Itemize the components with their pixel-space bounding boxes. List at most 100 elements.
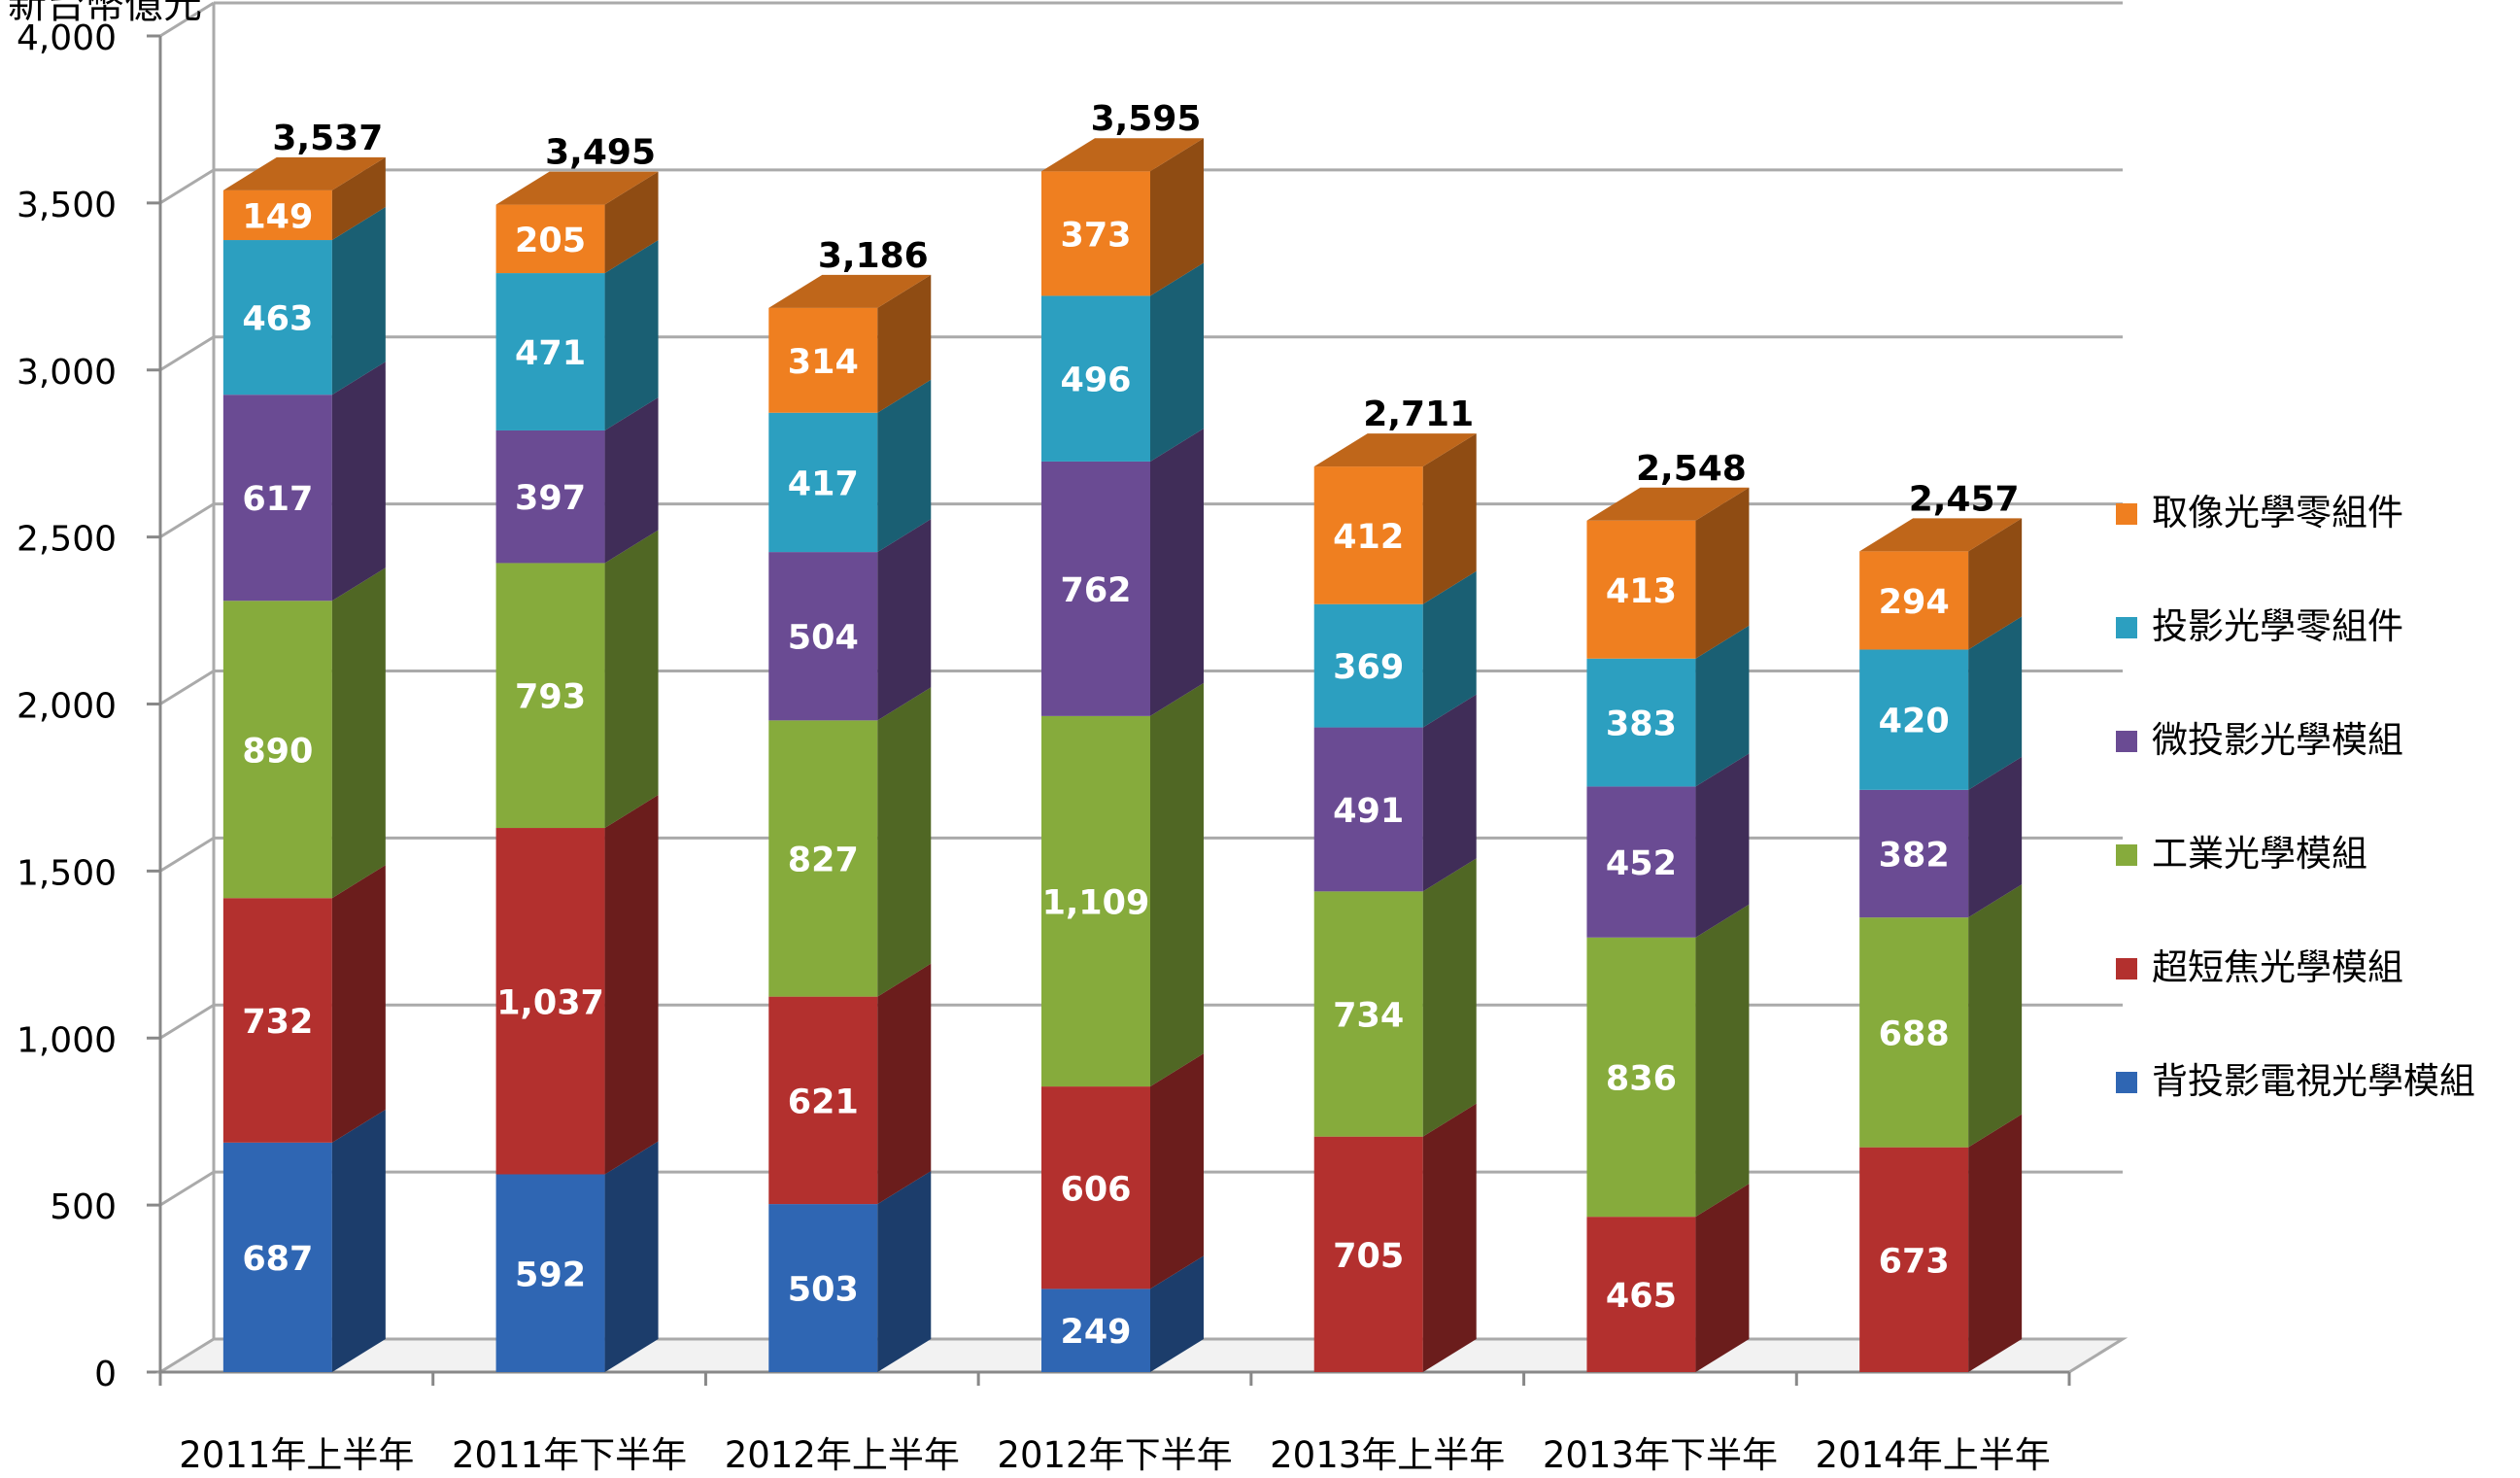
bar-segment-side [1695, 487, 1750, 659]
bar-segment-side [331, 865, 386, 1143]
data-label: 836 [1606, 1059, 1677, 1098]
bar-segment-front [495, 204, 605, 274]
total-label: 3,537 [272, 119, 383, 158]
gridline-side [159, 837, 215, 873]
bar-segment-side [1422, 858, 1477, 1137]
bar-segment-front [1041, 171, 1150, 296]
bar-segment-front [495, 828, 605, 1175]
bar-segment-side [877, 519, 932, 721]
gridline-side [159, 502, 215, 538]
x-tick-label: 2013年上半年 [1270, 1434, 1505, 1474]
data-label: 687 [242, 1240, 313, 1279]
bar-segment-front [1313, 727, 1423, 892]
x-tick-label: 2011年下半年 [452, 1434, 687, 1474]
data-label: 413 [1606, 572, 1677, 611]
bar-segment-side [1695, 904, 1750, 1218]
legend-swatch [2116, 617, 2137, 638]
bar-segment-side [1422, 433, 1477, 604]
bar-segment-front [1313, 466, 1423, 604]
bar-segment-front [1859, 649, 1969, 790]
bar-segment-side [1150, 138, 1204, 296]
bar-segment-front [768, 412, 878, 553]
total-label: 2,457 [1909, 479, 2020, 519]
data-label: 463 [242, 300, 313, 339]
bar-segment-top [1859, 518, 2023, 552]
bar-segment-side [1422, 570, 1477, 728]
bar-segment-side [604, 240, 659, 430]
y-tick-label: 1,500 [17, 853, 117, 893]
bar-segment-top [1586, 487, 1750, 521]
bar-segment-side [331, 361, 386, 602]
bar-segment-side [1695, 753, 1750, 938]
data-label: 1,109 [1042, 883, 1150, 922]
y-tick-label: 0 [94, 1355, 117, 1394]
y-tick-label: 500 [50, 1187, 117, 1227]
data-label: 491 [1333, 792, 1404, 831]
data-label: 294 [1879, 583, 1950, 622]
bar-segment-side [604, 1141, 659, 1372]
bar-segment-front [1041, 715, 1150, 1087]
data-label: 621 [788, 1083, 859, 1121]
bar-segment-front [1313, 603, 1423, 728]
bar-segment-front [495, 430, 605, 564]
data-label: 471 [515, 334, 586, 373]
bar-segment-front [222, 189, 332, 241]
bar-segment-front [1313, 891, 1423, 1137]
gridline-side [159, 1003, 215, 1040]
bar-segment-side [1150, 1053, 1204, 1289]
gridline-side [159, 1170, 215, 1207]
bar-segment-side [1968, 756, 2023, 918]
bar-segment-side [1968, 616, 2023, 790]
bar-segment-side [877, 687, 932, 997]
total-label: 3,595 [1091, 99, 1202, 139]
bar-segment-front [222, 1142, 332, 1372]
data-label: 412 [1333, 518, 1404, 557]
bar-segment-front [222, 240, 332, 395]
total-label: 3,186 [818, 236, 929, 276]
bar-segment-top [768, 274, 932, 308]
bar-segment-front [1586, 1217, 1696, 1372]
bar-segment-front [1859, 551, 1969, 650]
bar-segment-side [1150, 682, 1204, 1087]
bar-segment-side [1422, 1103, 1477, 1372]
x-tick-label: 2012年上半年 [725, 1434, 960, 1474]
data-label: 373 [1060, 216, 1131, 255]
x-tick-label: 2014年上半年 [1816, 1434, 2051, 1474]
bar-segment-side [1695, 1184, 1750, 1372]
bar-segment-side [604, 530, 659, 829]
x-tick-label: 2013年下半年 [1543, 1434, 1778, 1474]
bar-segment-front [495, 563, 605, 829]
bar-segment-side [1422, 694, 1477, 892]
data-label: 417 [788, 464, 859, 503]
bar-segment-side [604, 795, 659, 1175]
y-unit-label: 新台幣億元 [8, 0, 202, 27]
bar-segment-front [1859, 1147, 1969, 1372]
data-label: 382 [1879, 837, 1950, 876]
data-label: 205 [515, 222, 586, 260]
total-label: 2,711 [1363, 395, 1474, 434]
gridline-side [159, 670, 215, 705]
y-tick-label: 3,500 [17, 186, 117, 225]
data-label: 617 [242, 480, 313, 519]
data-label: 314 [788, 343, 859, 382]
bar-segment-side [604, 171, 659, 274]
total-label: 3,495 [545, 133, 656, 173]
bar-segment-front [1041, 295, 1150, 462]
bar-segment-front [495, 273, 605, 430]
data-label: 149 [242, 197, 313, 236]
bar-segment-front [1586, 937, 1696, 1218]
gridline-side [159, 168, 215, 205]
y-tick-label: 4,000 [17, 18, 117, 58]
legend-swatch [2116, 958, 2137, 980]
x-tick-label: 2012年下半年 [997, 1434, 1232, 1474]
bar-segment-front [495, 1174, 605, 1372]
data-label: 762 [1060, 571, 1131, 610]
data-label: 592 [515, 1255, 586, 1294]
bar-segment-top [1041, 138, 1204, 172]
data-label: 503 [788, 1271, 859, 1310]
bar-segment-front [768, 1204, 878, 1372]
bar-segment-side [1968, 518, 2023, 650]
data-label: 673 [1879, 1242, 1950, 1281]
data-label: 705 [1333, 1237, 1404, 1276]
data-label: 890 [242, 732, 313, 771]
